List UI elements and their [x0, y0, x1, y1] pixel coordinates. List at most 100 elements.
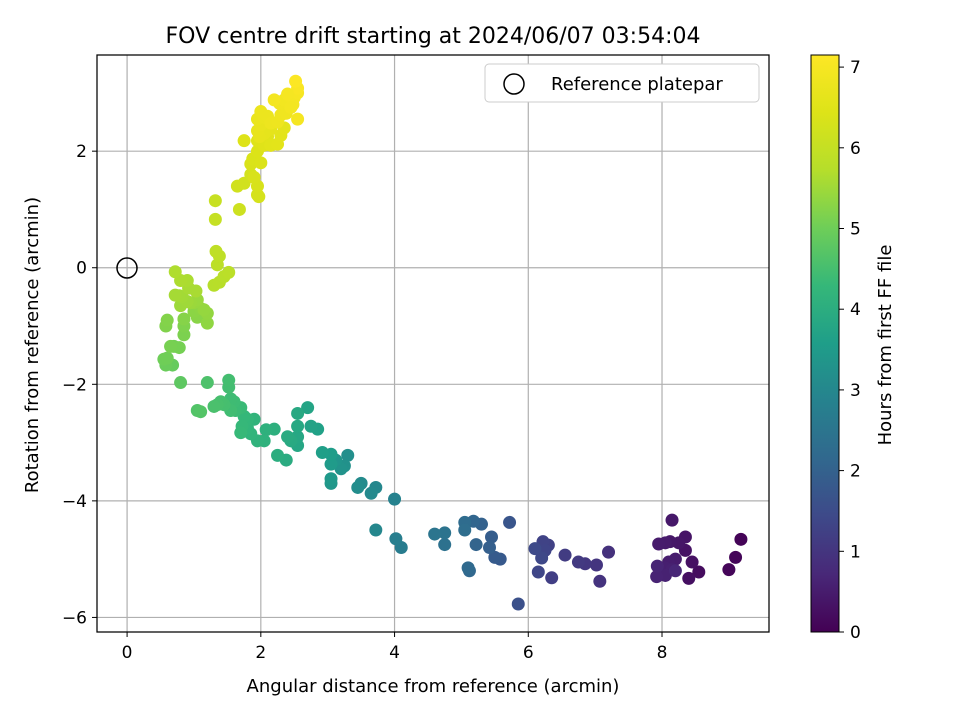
data-point	[589, 558, 603, 572]
data-point	[254, 156, 268, 170]
data-point	[289, 74, 303, 88]
data-point	[164, 339, 178, 353]
y-axis: −6 −4 −2 0 2	[62, 142, 97, 628]
data-point	[189, 284, 203, 298]
data-point	[259, 423, 273, 437]
data-point	[485, 530, 499, 544]
data-point	[291, 419, 305, 433]
y-axis-label: Rotation from reference (arcmin)	[22, 197, 43, 493]
data-point	[483, 540, 497, 554]
colorbar: 0 1 2 3 4 5 6 7 Hours from first FF file	[810, 54, 896, 643]
data-point	[194, 405, 208, 419]
x-tick-label: 4	[389, 643, 400, 663]
x-axis: 0 2 4 6 8	[122, 632, 668, 663]
data-points	[157, 74, 748, 611]
data-point	[650, 559, 664, 573]
data-point	[593, 574, 607, 588]
data-point	[222, 265, 236, 279]
data-point	[197, 303, 211, 317]
data-point	[682, 571, 696, 585]
data-point	[247, 170, 261, 184]
data-point	[668, 564, 682, 578]
colorbar-ticks: 0 1 2 3 4 5 6 7	[839, 58, 861, 643]
data-point	[438, 538, 452, 552]
colorbar-bar	[810, 54, 840, 633]
data-point	[389, 532, 403, 546]
data-point	[503, 515, 517, 529]
data-point	[388, 492, 402, 506]
legend: Reference platepar	[484, 63, 760, 103]
data-point	[428, 527, 442, 541]
data-point	[351, 480, 365, 494]
data-point	[315, 445, 329, 459]
data-point	[511, 597, 525, 611]
data-point	[209, 244, 223, 258]
x-tick-label: 6	[523, 643, 534, 663]
data-point	[685, 555, 699, 569]
x-tick-label: 8	[657, 643, 668, 663]
data-point	[174, 376, 188, 390]
y-tick-label: 2	[76, 142, 87, 162]
colorbar-tick-label: 2	[850, 462, 861, 482]
data-point	[729, 550, 743, 564]
data-point	[558, 548, 572, 562]
data-point	[324, 472, 338, 486]
colorbar-tick-label: 3	[850, 381, 861, 401]
data-point	[734, 532, 748, 546]
data-point	[200, 376, 214, 390]
colorbar-tick-label: 4	[850, 300, 861, 320]
colorbar-tick-label: 5	[850, 220, 861, 240]
data-point	[222, 373, 236, 387]
data-point	[168, 265, 182, 279]
data-point	[208, 212, 222, 226]
legend-entry-label: Reference platepar	[551, 74, 723, 95]
data-point	[284, 100, 298, 114]
data-point	[177, 312, 191, 326]
colorbar-tick-label: 0	[850, 623, 861, 643]
data-point	[528, 542, 542, 556]
data-point	[252, 190, 266, 204]
data-point	[665, 513, 679, 527]
colorbar-tick-label: 7	[850, 58, 861, 78]
data-point	[461, 561, 475, 575]
data-point	[160, 351, 174, 365]
data-point	[207, 399, 221, 413]
data-point	[271, 448, 285, 462]
data-point	[458, 523, 472, 537]
colorbar-tick-label: 6	[850, 139, 861, 159]
data-point	[291, 406, 305, 420]
y-tick-label: 0	[76, 259, 87, 279]
chart-title: FOV centre drift starting at 2024/06/07 …	[166, 24, 701, 49]
data-point	[571, 555, 585, 569]
data-point	[722, 563, 736, 577]
data-point	[281, 430, 295, 444]
data-point	[208, 194, 222, 208]
data-point	[341, 448, 355, 462]
data-point	[469, 538, 483, 552]
data-point	[488, 550, 502, 564]
data-point	[267, 93, 281, 107]
data-point	[237, 134, 251, 148]
legend-box	[484, 63, 760, 103]
data-point	[438, 526, 452, 540]
data-point	[602, 545, 616, 559]
data-point	[652, 537, 666, 551]
data-point	[160, 313, 174, 327]
colorbar-label: Hours from first FF file	[875, 245, 896, 446]
data-point	[369, 523, 383, 537]
x-tick-label: 2	[255, 643, 266, 663]
data-point	[531, 565, 545, 579]
data-point	[692, 565, 706, 579]
legend-marker	[503, 73, 525, 95]
data-point	[650, 570, 664, 584]
y-tick-label: −6	[62, 608, 87, 628]
reference-point-marker	[116, 257, 138, 279]
data-point	[545, 571, 559, 585]
plot-frame	[96, 54, 770, 633]
data-point	[232, 202, 246, 216]
data-point	[291, 112, 305, 126]
data-point	[168, 288, 182, 302]
data-point	[364, 486, 378, 500]
colorbar-tick-label: 1	[850, 542, 861, 562]
